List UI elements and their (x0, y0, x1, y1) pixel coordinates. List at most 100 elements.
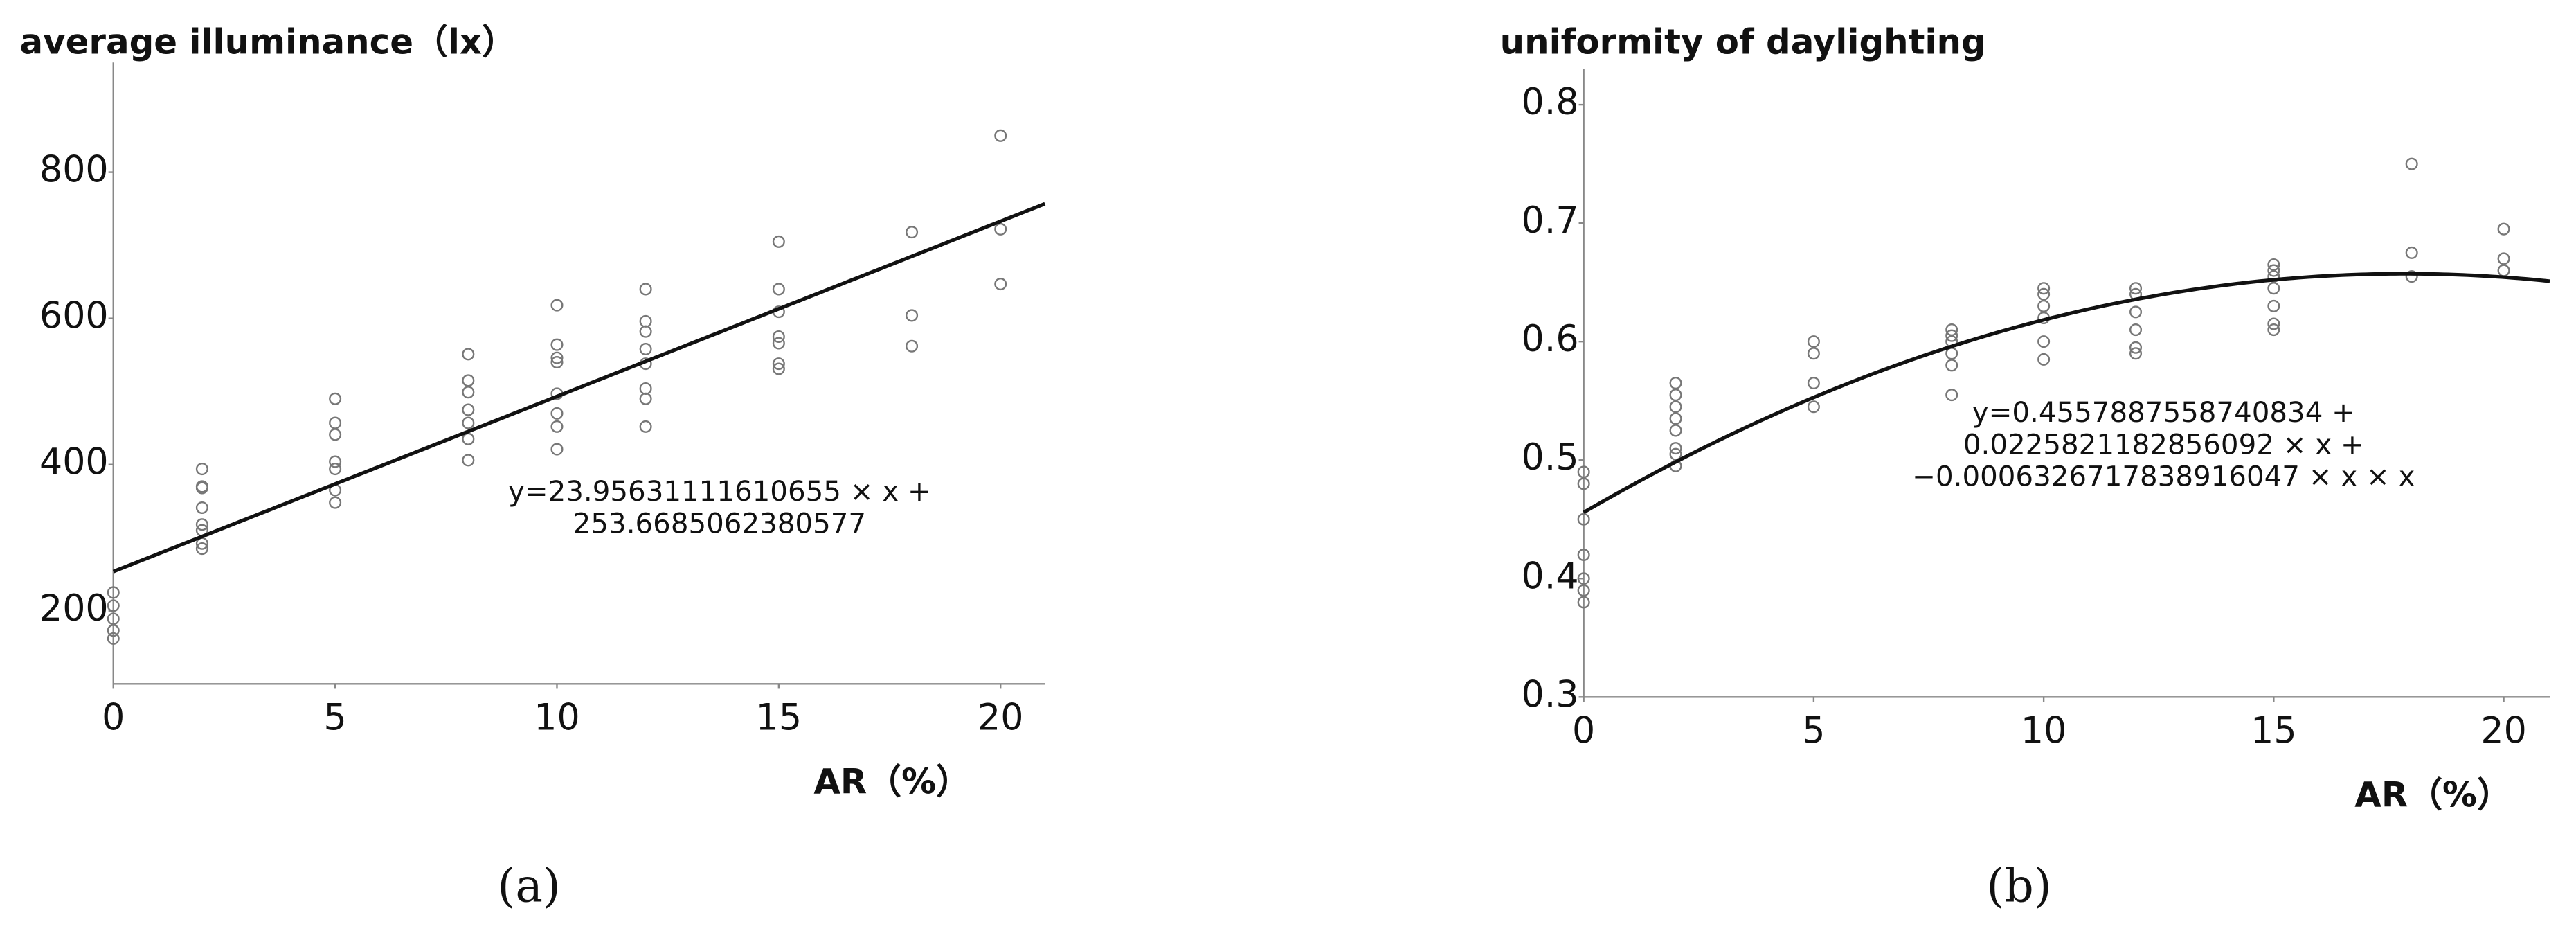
x-tick-label: 20 (2480, 711, 2526, 752)
x-tick-label: 0 (1572, 711, 1595, 752)
point (906, 339, 919, 353)
caption: (b) (1986, 858, 2051, 912)
point (2267, 264, 2280, 277)
x-tick-label: 5 (324, 697, 347, 739)
point (639, 314, 652, 328)
point (107, 624, 120, 637)
equation: −0.0006326717838916047 × x × x (1912, 461, 2415, 493)
y-tick-label: 0.4 (1522, 556, 1579, 597)
point (1577, 477, 1590, 490)
point (550, 407, 564, 420)
point (772, 330, 785, 344)
point (195, 481, 208, 495)
point (195, 463, 208, 476)
point (994, 278, 1007, 291)
point (1577, 513, 1590, 526)
point (1945, 347, 1958, 360)
point (550, 420, 564, 433)
point (639, 342, 652, 355)
x-tick-label: 15 (2251, 711, 2296, 752)
y-tick-label: 0.7 (1522, 200, 1579, 242)
point (2497, 264, 2510, 277)
point (2129, 305, 2143, 319)
point (195, 501, 208, 514)
point (195, 518, 208, 531)
point (462, 348, 475, 361)
point (550, 355, 564, 368)
caption: (a) (497, 858, 560, 912)
point (1945, 389, 1958, 402)
point (2267, 282, 2280, 295)
point (639, 420, 652, 433)
point (329, 428, 342, 441)
point (2267, 317, 2280, 330)
y-axis-title: uniformity of daylighting (1500, 22, 1986, 62)
point (462, 454, 475, 467)
y-tick-label: 0.6 (1522, 319, 1579, 360)
point (329, 392, 342, 405)
point (107, 599, 120, 612)
point (462, 432, 475, 445)
point (550, 443, 564, 456)
point (1669, 442, 1682, 455)
point (1669, 424, 1682, 437)
point (639, 392, 652, 405)
point (1807, 335, 1820, 348)
x-axis-title: AR（%） (813, 762, 971, 802)
point (2037, 287, 2051, 301)
x-tick-label: 0 (102, 697, 125, 739)
point (107, 632, 120, 645)
point (1807, 347, 1820, 360)
point (1945, 323, 1958, 337)
point (329, 416, 342, 429)
x-tick-label: 5 (1802, 711, 1825, 752)
point (2129, 323, 2143, 337)
point (772, 283, 785, 296)
point (639, 325, 652, 338)
y-axis-title: average illuminance（lx） (19, 22, 516, 62)
point (2405, 157, 2418, 170)
point (462, 374, 475, 387)
point (550, 299, 564, 312)
y-tick-label: 400 (39, 442, 109, 483)
point (2037, 335, 2051, 348)
point (107, 586, 120, 599)
point (1945, 329, 1958, 342)
y-tick-label: 800 (39, 150, 109, 191)
point (2267, 299, 2280, 312)
point (1577, 572, 1590, 585)
point (1807, 400, 1820, 414)
point (1669, 377, 1682, 390)
point (2037, 353, 2051, 366)
x-tick-label: 10 (534, 697, 579, 739)
point (994, 222, 1007, 236)
point (107, 612, 120, 625)
point (1577, 549, 1590, 562)
point (2129, 282, 2143, 295)
point (772, 337, 785, 350)
point (1669, 400, 1682, 414)
point (2267, 258, 2280, 272)
point (2037, 299, 2051, 312)
point (2405, 246, 2418, 259)
point (1669, 389, 1682, 402)
x-axis-title: AR（%） (2354, 775, 2512, 815)
point (1669, 412, 1682, 425)
point (1669, 447, 1682, 461)
point (195, 542, 208, 556)
point (462, 403, 475, 416)
y-tick-label: 0.5 (1522, 437, 1579, 479)
point (639, 283, 652, 296)
fit-line (112, 202, 1046, 574)
point (2267, 323, 2280, 337)
point (1577, 584, 1590, 597)
point (2267, 270, 2280, 283)
point (1807, 377, 1820, 390)
point (462, 386, 475, 399)
point (906, 226, 919, 239)
point (639, 382, 652, 395)
point (906, 309, 919, 322)
point (1577, 596, 1590, 609)
